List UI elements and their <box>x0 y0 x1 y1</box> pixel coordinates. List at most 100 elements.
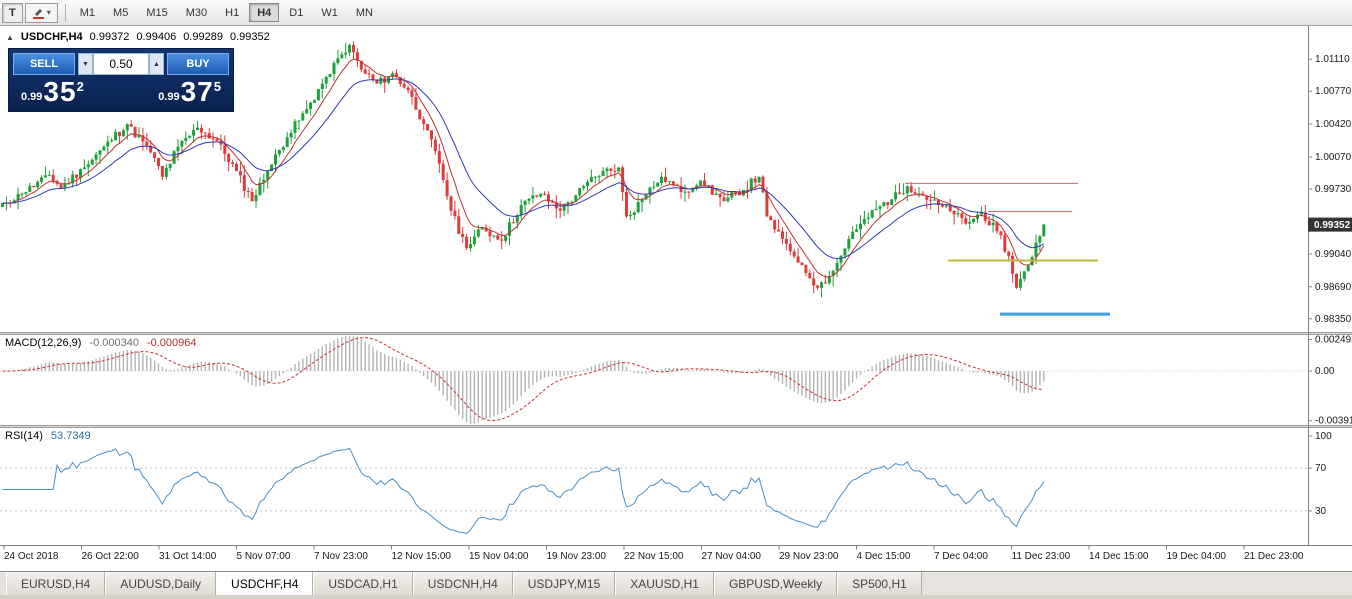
candle <box>609 168 613 171</box>
tab-audusd-daily[interactable]: AUDUSD,Daily <box>105 572 217 595</box>
volume-increase-button[interactable]: ▲ <box>149 53 164 75</box>
sell-button[interactable]: SELL <box>13 53 75 75</box>
candle <box>788 243 792 252</box>
timeframe-h4[interactable]: H4 <box>249 3 280 22</box>
timeframe-mn[interactable]: MN <box>348 3 381 22</box>
candle <box>344 52 348 55</box>
candle <box>75 174 79 178</box>
timeframe-d1[interactable]: D1 <box>281 3 311 22</box>
tab-usdcad-h1[interactable]: USDCAD,H1 <box>313 572 413 595</box>
candle <box>359 60 363 70</box>
candle <box>1038 236 1042 243</box>
candle <box>137 135 141 138</box>
candle <box>149 145 153 153</box>
candle <box>1015 273 1018 288</box>
one-click-panel: SELL ▼ ▲ BUY 0.99 35 2 0.99 37 5 <box>8 48 234 112</box>
timeframe-m15[interactable]: M15 <box>138 3 175 22</box>
paint-tool-icon <box>32 9 44 19</box>
volume-decrease-button[interactable]: ▼ <box>78 53 93 75</box>
candle <box>465 236 469 249</box>
candle <box>527 198 531 201</box>
tab-xauusd-h1[interactable]: XAUUSD,H1 <box>615 572 714 595</box>
candle <box>687 191 691 193</box>
candle <box>402 84 406 88</box>
candle <box>36 181 40 188</box>
candle <box>979 212 983 215</box>
candle <box>118 131 121 136</box>
time-axis-label: 7 Nov 23:00 <box>314 551 368 562</box>
chart-canvas[interactable]: 1.011101.007701.004201.000700.997300.990… <box>0 26 1352 571</box>
candle <box>792 251 796 257</box>
candle <box>749 178 753 191</box>
timeframe-m5[interactable]: M5 <box>105 3 136 22</box>
panel-separator[interactable] <box>0 425 1352 428</box>
candle <box>348 45 352 53</box>
candle <box>250 192 254 202</box>
price-axis-label: 1.00770 <box>1315 86 1352 97</box>
time-axis-label: 15 Nov 04:00 <box>469 551 529 562</box>
sell-price[interactable]: 0.99 35 2 <box>21 77 84 107</box>
candle <box>168 163 172 168</box>
tab-usdcnh-h4[interactable]: USDCNH,H4 <box>412 572 513 595</box>
candle <box>964 218 968 224</box>
candle <box>410 90 414 97</box>
paint-tool-button[interactable]: ▾ <box>24 2 58 23</box>
candle <box>274 154 277 165</box>
timeframe-w1[interactable]: W1 <box>313 3 346 22</box>
macd-main-value: -0.000340 <box>89 337 139 349</box>
candle <box>550 201 554 203</box>
candle <box>843 248 847 256</box>
candle <box>176 146 180 152</box>
rsi-axis-label: 30 <box>1315 506 1327 517</box>
candle <box>453 210 457 217</box>
tab-usdjpy-m15[interactable]: USDJPY,M15 <box>512 572 616 595</box>
candle <box>761 176 765 193</box>
candle <box>86 164 90 168</box>
timeframe-buttons: M1 M5 M15 M30 H1 H4 D1 W1 MN <box>71 3 382 22</box>
candle <box>656 182 660 187</box>
candle <box>855 229 859 232</box>
rsi-line <box>2 447 1045 534</box>
candle <box>242 175 246 191</box>
one-click-toggle-icon[interactable]: ▲ <box>6 32 14 42</box>
candle <box>379 77 383 84</box>
candle <box>262 179 266 183</box>
panel-separator[interactable] <box>0 332 1352 335</box>
candle <box>199 127 203 133</box>
buy-price[interactable]: 0.99 37 5 <box>158 77 221 107</box>
tab-sp500-h1[interactable]: SP500,H1 <box>837 572 922 595</box>
candle <box>461 233 465 237</box>
timeframe-m30[interactable]: M30 <box>178 3 215 22</box>
candle <box>28 185 32 192</box>
candle <box>972 218 976 223</box>
rsi-value: 53.7349 <box>50 430 91 442</box>
candle <box>180 140 184 147</box>
candle <box>593 176 597 178</box>
tab-eurusd-h4[interactable]: EURUSD,H4 <box>6 572 106 595</box>
time-axis-label: 11 Dec 23:00 <box>1012 551 1071 562</box>
candle <box>894 192 898 200</box>
tab-usdchf-h4[interactable]: USDCHF,H4 <box>216 572 314 595</box>
sell-price-big: 35 <box>43 76 77 107</box>
rsi-axis-label: 70 <box>1315 463 1327 474</box>
timeframe-h1[interactable]: H1 <box>217 3 247 22</box>
candle <box>476 229 480 237</box>
candle <box>937 199 940 205</box>
candle <box>648 187 652 195</box>
time-axis-label: 7 Dec 04:00 <box>934 551 988 562</box>
candle <box>203 132 207 134</box>
buy-price-sup: 5 <box>213 79 221 94</box>
current-price-badge <box>1308 217 1352 232</box>
candle <box>340 54 344 59</box>
volume-input[interactable] <box>93 53 149 75</box>
buy-button[interactable]: BUY <box>167 53 229 75</box>
candle <box>890 199 894 205</box>
candle <box>695 185 699 188</box>
chart-tool-button[interactable]: T <box>2 2 23 23</box>
chart-area[interactable]: 1.01110 1.00770 1.00420 1.00070 0.99730 0.990… <box>0 26 1352 571</box>
candle <box>703 180 706 186</box>
timeframe-m1[interactable]: M1 <box>72 3 103 22</box>
tab-gbpusd-weekly[interactable]: GBPUSD,Weekly <box>713 572 838 595</box>
candle <box>535 195 539 197</box>
candle <box>628 215 632 217</box>
